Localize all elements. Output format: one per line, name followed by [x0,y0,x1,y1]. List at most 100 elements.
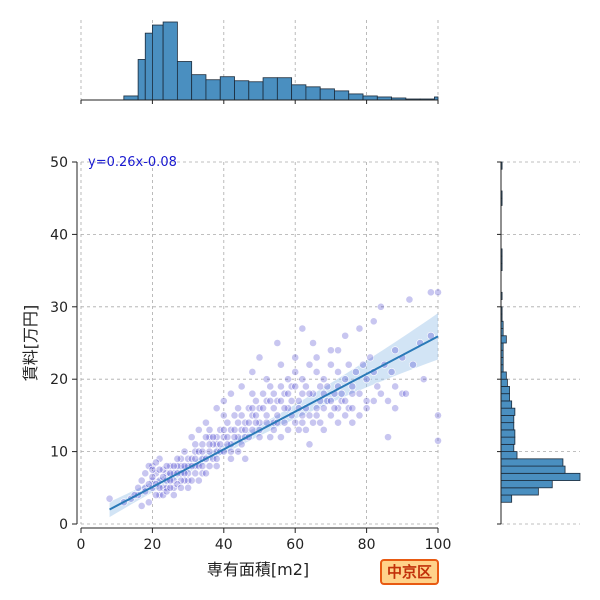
scatter-point [219,397,228,405]
scatter-point [255,353,264,362]
scatter-point [152,491,160,499]
regression-equation: y=0.26x-0.08 [88,155,177,170]
x-tick-label: 0 [77,537,86,553]
scatter-point [319,425,328,434]
scatter-point [376,389,385,398]
scatter-point [305,389,314,398]
scatter-point [323,382,332,391]
x-tick-label: 100 [425,537,452,553]
scatter-point [152,458,160,467]
scatter-point [419,375,428,384]
scatter-point [269,389,278,398]
scatter-point [269,425,278,434]
scatter-point [248,404,257,413]
scatter-point [234,404,242,413]
x-tick-label: 20 [143,537,161,553]
scatter-point [219,425,228,434]
x-hist-bar [123,95,139,101]
scatter-point [230,433,239,442]
scatter-point [262,375,271,384]
scatter-point [284,375,292,384]
scatter-point [269,404,278,413]
scatter-point [434,436,442,445]
scatter-point [302,382,310,391]
x-hist-bar [234,80,250,101]
scatter-point [234,418,242,427]
y-tick-label: 40 [50,227,68,243]
x-tick-label: 40 [215,537,233,553]
scatter-point [348,404,357,413]
scatter-point [326,397,335,405]
scatter-point [355,324,364,333]
y-hist-bar [500,458,564,467]
scatter-point [316,418,325,427]
scatter-point [341,397,350,405]
scatter-point [187,433,196,442]
plot-grid [80,161,439,525]
y-hist-bar [500,335,507,344]
scatter-point [191,454,200,463]
x-hist-bar [262,77,278,101]
scatter-point [191,440,200,449]
x-marginal-histogram [80,20,439,104]
x-hist-bar [144,32,153,101]
scatter-point [344,360,353,369]
scatter-point [273,411,282,420]
scatter-point [280,418,289,427]
scatter-point [401,389,410,398]
scatter-point [230,411,239,420]
x-hist-bar [276,77,293,101]
scatter-point [194,425,203,434]
scatter-point [134,483,143,492]
y-hist-bar [500,371,507,380]
x-hist-bar [191,74,207,101]
scatter-point [184,483,192,492]
y-hist-bar [500,400,513,409]
scatter-point [227,447,235,456]
y-marginal-histogram [497,161,581,525]
scatter-point [319,404,328,413]
scatter-point [255,433,264,442]
scatter-point [312,404,321,413]
scatter-point [294,425,303,434]
scatter-point [312,411,321,420]
y-tick-label: 0 [59,517,68,533]
scatter-point [384,433,392,442]
x-hist-bar [151,24,164,101]
scatter-point [273,339,282,347]
scatter-point [369,397,378,405]
y-hist-bar [500,480,553,489]
scatter-point [209,433,217,442]
scatter-point [409,360,417,369]
x-hist-bar [362,95,378,101]
scatter-point [252,418,260,427]
scatter-point [241,425,250,434]
scatter-point [305,440,314,449]
scatter-point [266,382,275,391]
y-hist-bar [500,393,510,402]
scatter-point [284,425,292,434]
x-hist-bar [205,79,221,101]
scatter-point [266,433,275,442]
scatter-point [259,404,267,413]
scatter-point [326,360,335,369]
scatter-point [294,397,303,405]
scatter-point [198,462,207,470]
scatter-point [205,425,214,434]
scatter-point [291,418,300,427]
scatter-point [277,397,285,405]
scatter-point [298,375,307,384]
scatter-point [376,302,385,311]
y-tick-label: 10 [50,445,68,461]
scatter-point [291,368,300,376]
scatter-point [202,418,210,427]
scatter-point [202,469,210,478]
scatter-point [137,476,146,485]
scatter-point [212,404,221,413]
scatter-point [366,353,375,362]
x-hist-bar [348,93,364,101]
scatter-point [266,397,275,405]
scatter-point [330,404,339,413]
regression-line [109,335,439,511]
scatter-point [180,447,189,456]
